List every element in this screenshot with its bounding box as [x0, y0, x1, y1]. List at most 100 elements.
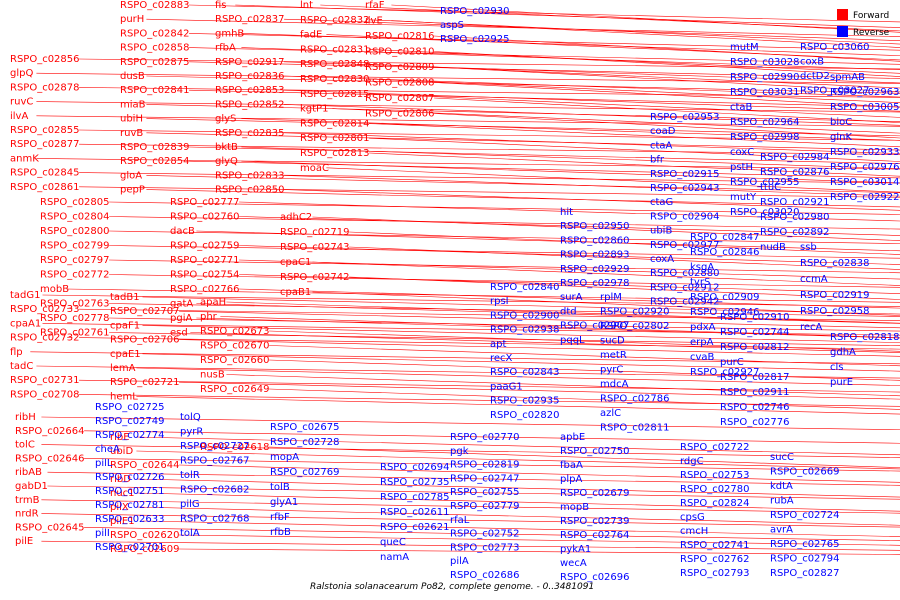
reverse-gene-label: RSPO_c02963	[830, 87, 900, 98]
reverse-gene-label: RSPO_c02938	[490, 325, 560, 336]
forward-gene-label: RSPO_c02835	[215, 128, 285, 139]
forward-gene-label: lemA	[110, 363, 136, 374]
reverse-gene-label: RSPO_c02876	[760, 167, 830, 178]
reverse-gene-label: ctaG	[650, 197, 673, 208]
forward-gene-label: pgiA	[170, 313, 192, 324]
reverse-gene-label: RSPO_c02847	[690, 232, 760, 243]
label-connector	[241, 160, 900, 184]
label-connector	[239, 288, 900, 309]
reverse-gene-label: pilL	[95, 458, 113, 469]
label-connector	[284, 61, 900, 84]
label-connector	[109, 259, 900, 274]
reverse-gene-label: RSPO_c02765	[770, 539, 840, 550]
label-connector	[196, 303, 900, 324]
forward-gene-label: dusB	[120, 71, 145, 82]
reverse-gene-label: tolB	[270, 482, 290, 493]
label-connector	[146, 104, 900, 122]
reverse-gene-label: RSPO_c02946	[690, 307, 760, 318]
label-connector	[179, 548, 900, 555]
reverse-gene-label: RSPO_c02724	[770, 510, 840, 521]
reverse-gene-label: bioC	[830, 117, 852, 128]
reverse-gene-label: RSPO_c02679	[560, 488, 630, 499]
label-connector	[284, 89, 900, 112]
forward-gene-label: anmK	[10, 153, 39, 164]
forward-gene-label: RSPO_c02761	[40, 328, 110, 339]
forward-gene-label: RSPO_c02809	[365, 62, 435, 73]
label-connector	[239, 245, 900, 265]
label-connector	[79, 172, 900, 184]
forward-gene-label: RSPO_c02721	[110, 377, 180, 388]
reverse-gene-label: RSPO_c02843	[490, 367, 560, 378]
reverse-gene-label: RSPO_c02912	[650, 282, 720, 293]
label-connector	[269, 359, 900, 381]
reverse-gene-label: RSPO_c03027	[800, 86, 870, 97]
forward-gene-label: RSPO_c02644	[110, 460, 180, 471]
label-connector	[36, 115, 900, 127]
label-connector	[434, 97, 900, 123]
label-connector	[79, 308, 900, 321]
reverse-gene-label: RSPO_c02840	[490, 282, 560, 293]
forward-gene-label: pilE1	[110, 516, 135, 527]
reverse-gene-label: RSPO_c02904	[650, 211, 720, 222]
forward-gene-label: ribAB	[15, 467, 42, 478]
reverse-gene-label: RSPO_c02735	[380, 477, 450, 488]
reverse-gene-label: recX	[490, 353, 513, 364]
reverse-gene-label: RSPO_c02741	[680, 540, 750, 551]
label-connector	[36, 158, 900, 170]
reverse-gene-label: RSPO_c02818	[830, 332, 900, 343]
reverse-gene-label: RSPO_c02915	[650, 169, 720, 180]
forward-gene-label: gatA	[170, 299, 193, 310]
legend: Forward Reverse	[837, 9, 890, 38]
forward-gene-label: cpaA1	[10, 318, 41, 329]
reverse-gene-label: RSPO_c02910	[720, 312, 790, 323]
label-connector	[36, 101, 900, 113]
forward-gene-label: cpaB1	[280, 287, 311, 298]
reverse-gene-label: RSPO_c02793	[680, 568, 750, 579]
forward-gene-label: RSPO_c02759	[170, 241, 240, 252]
label-connector	[179, 464, 900, 483]
forward-gene-label: RSPO_c02799	[40, 241, 110, 252]
label-connector	[41, 444, 900, 458]
reverse-gene-label: RSPO_c02950	[560, 221, 630, 232]
forward-gene-label: adhC2	[280, 212, 312, 223]
label-connector	[239, 216, 900, 236]
label-connector	[239, 201, 900, 222]
reverse-gene-label: RSPO_c02694	[380, 462, 450, 473]
forward-gene-label: kgtP1	[300, 104, 328, 115]
reverse-gene-label: RSPO_c02942	[650, 297, 720, 308]
forward-gene-label: ubiH	[120, 114, 143, 125]
label-connector	[284, 18, 900, 41]
label-connector	[146, 189, 900, 208]
label-connector	[136, 436, 900, 456]
reverse-gene-label: rfaL	[450, 515, 470, 526]
reverse-gene-label: rpsI	[490, 296, 509, 307]
forward-gene-label: ribD	[110, 474, 131, 485]
reverse-gene-label: RSPO_c03028	[730, 57, 800, 68]
forward-gene-label: RSPO_c02852	[215, 99, 285, 110]
reverse-gene-label: RSPO_c02911	[720, 387, 790, 398]
forward-gene-label: RSPO_c02816	[365, 31, 435, 42]
label-connector	[47, 485, 900, 500]
label-connector	[79, 186, 900, 198]
forward-gene-label: RSPO_c02855	[10, 125, 80, 136]
forward-gene-label: RSPO_c02854	[120, 156, 190, 167]
label-connector	[312, 261, 900, 286]
reverse-gene-label: RSPO_c02978	[560, 278, 630, 289]
reverse-gene-label: RSPO_c02780	[680, 484, 750, 495]
label-connector	[196, 230, 900, 252]
forward-gene-label: pilX	[110, 502, 129, 513]
reverse-gene-label: RSPO_c02762	[680, 554, 750, 565]
label-connector	[79, 337, 900, 350]
reverse-gene-label: RSPO_c02919	[800, 290, 870, 301]
forward-gene-label: RSPO_c02810	[365, 47, 435, 58]
forward-gene-label: ribH	[15, 412, 36, 423]
reverse-gene-label: RSPO_c02802	[600, 321, 670, 332]
forward-gene-label: lnt	[300, 0, 313, 11]
reverse-gene-label: RSPO_c02621	[380, 522, 450, 533]
forward-gene-label: RSPO_c02660	[200, 355, 270, 366]
label-connector	[226, 374, 900, 397]
reverse-gene-label: RSPO_c02990	[730, 72, 800, 83]
label-connector	[391, 4, 900, 33]
reverse-gene-label: RSPO_c02812	[720, 342, 790, 353]
forward-gene-label: RSPO_c02754	[170, 270, 240, 281]
